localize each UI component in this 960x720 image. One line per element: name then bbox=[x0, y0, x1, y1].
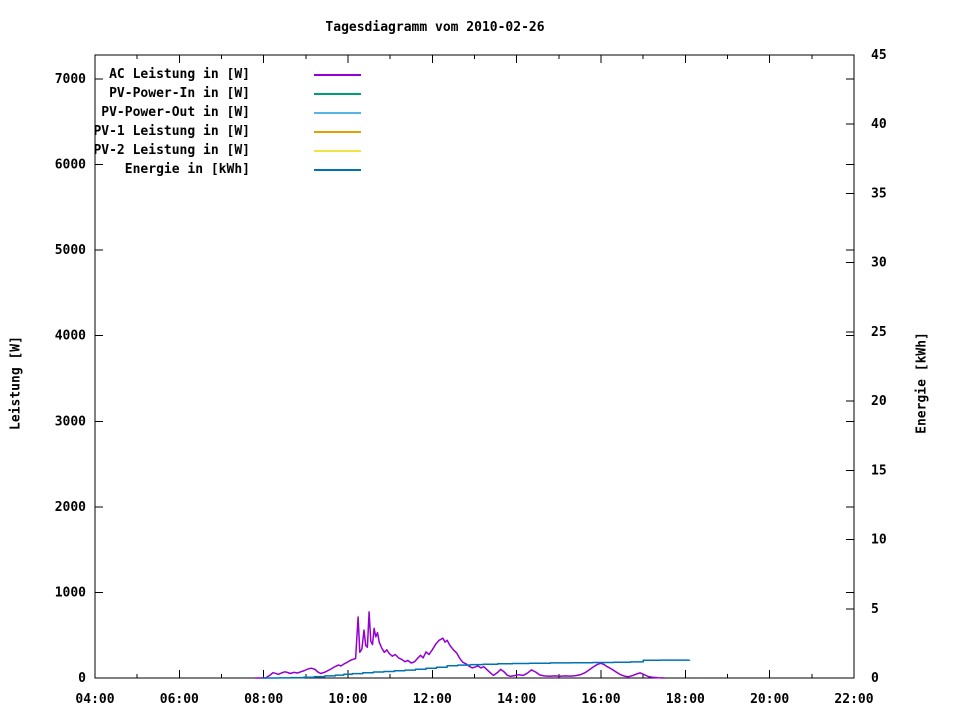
svg-text:10:00: 10:00 bbox=[328, 692, 367, 707]
svg-text:10: 10 bbox=[871, 533, 887, 548]
legend-item-pv-power-in: PV-Power-In in [W] bbox=[0, 84, 380, 103]
legend-item-ac-leistung: AC Leistung in [W] bbox=[0, 65, 380, 84]
svg-text:45: 45 bbox=[871, 48, 887, 63]
svg-text:04:00: 04:00 bbox=[75, 692, 114, 707]
legend-item-pv1-leistung: PV-1 Leistung in [W] bbox=[0, 122, 380, 141]
svg-text:14:00: 14:00 bbox=[497, 692, 536, 707]
svg-text:16:00: 16:00 bbox=[581, 692, 620, 707]
legend-label: PV-Power-In in [W] bbox=[109, 86, 250, 101]
svg-text:0: 0 bbox=[78, 671, 86, 686]
y-axis-ticks: 0 1000 2000 3000 4000 5000 6000 7000 bbox=[55, 72, 854, 686]
svg-text:18:00: 18:00 bbox=[666, 692, 705, 707]
svg-text:20:00: 20:00 bbox=[750, 692, 789, 707]
legend-label: PV-2 Leistung in [W] bbox=[93, 143, 250, 158]
svg-text:5: 5 bbox=[871, 602, 879, 617]
legend-item-pv-power-out: PV-Power-Out in [W] bbox=[0, 103, 380, 122]
svg-text:06:00: 06:00 bbox=[160, 692, 199, 707]
svg-text:7000: 7000 bbox=[55, 72, 86, 87]
svg-text:1000: 1000 bbox=[55, 585, 86, 600]
svg-text:30: 30 bbox=[871, 256, 887, 271]
svg-text:20: 20 bbox=[871, 394, 887, 409]
svg-text:5000: 5000 bbox=[55, 243, 86, 258]
legend: AC Leistung in [W] PV-Power-In in [W] PV… bbox=[0, 65, 380, 179]
svg-text:08:00: 08:00 bbox=[244, 692, 283, 707]
legend-line-sample bbox=[314, 73, 361, 76]
x-axis-ticks: 04:00 06:00 08:00 10:00 12:00 14:00 16:00 18:00… bbox=[75, 55, 874, 707]
legend-label: PV-1 Leistung in [W] bbox=[93, 124, 250, 139]
legend-line-sample bbox=[314, 168, 361, 171]
legend-line-sample bbox=[314, 149, 361, 152]
svg-text:25: 25 bbox=[871, 325, 887, 340]
legend-item-energie: Energie in [kWh] bbox=[0, 160, 380, 179]
y2-axis-ticks: 0 5 10 15 20 25 30 35 40 45 bbox=[846, 48, 887, 686]
svg-text:0: 0 bbox=[871, 671, 879, 686]
svg-text:4000: 4000 bbox=[55, 329, 86, 344]
legend-line-sample bbox=[314, 92, 361, 95]
legend-line-sample bbox=[314, 130, 361, 133]
svg-text:6000: 6000 bbox=[55, 158, 86, 173]
legend-item-pv2-leistung: PV-2 Leistung in [W] bbox=[0, 141, 380, 160]
series-energie bbox=[261, 659, 691, 679]
legend-label: PV-Power-Out in [W] bbox=[101, 105, 250, 120]
series-ac-leistung bbox=[255, 611, 665, 679]
svg-text:3000: 3000 bbox=[55, 414, 86, 429]
chart-title: Tagesdiagramm vom 2010-02-26 bbox=[325, 20, 545, 35]
legend-line-sample bbox=[314, 111, 361, 114]
svg-text:40: 40 bbox=[871, 117, 887, 132]
legend-label: AC Leistung in [W] bbox=[109, 67, 250, 82]
svg-text:2000: 2000 bbox=[55, 500, 86, 515]
svg-text:12:00: 12:00 bbox=[413, 692, 452, 707]
legend-label: Energie in [kWh] bbox=[124, 162, 250, 177]
svg-text:15: 15 bbox=[871, 463, 887, 478]
svg-text:35: 35 bbox=[871, 186, 887, 201]
svg-text:22:00: 22:00 bbox=[834, 692, 873, 707]
